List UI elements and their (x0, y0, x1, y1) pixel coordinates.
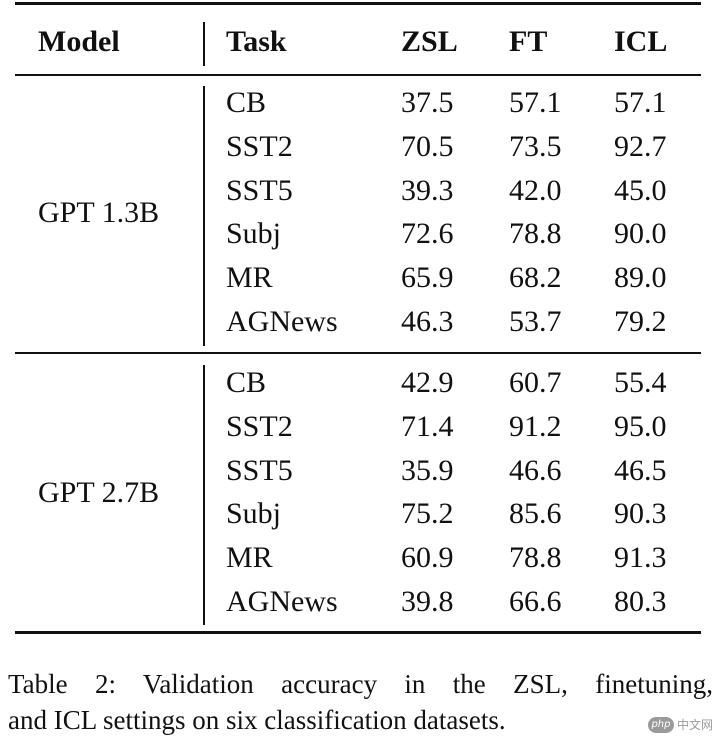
cell-task: AGNews (226, 305, 338, 338)
cell-zsl: 46.3 (401, 305, 454, 338)
cell-ft: 91.2 (509, 410, 562, 443)
cell-zsl: 75.2 (401, 497, 454, 530)
cell-ft: 73.5 (509, 130, 562, 163)
table-group-rule (15, 352, 701, 354)
cell-task: Subj (226, 217, 282, 250)
cell-ft: 78.8 (509, 217, 562, 250)
cell-ft: 78.8 (509, 541, 562, 574)
cell-ft: 46.6 (509, 454, 562, 487)
cell-task: AGNews (226, 585, 338, 618)
cell-zsl: 35.9 (401, 454, 454, 487)
cell-task: MR (226, 261, 273, 294)
table-header-rule (15, 74, 701, 76)
caption-line: and ICL settings on six classification d… (8, 705, 506, 735)
cell-ft: 42.0 (509, 174, 562, 207)
cell-task: SST5 (226, 454, 293, 487)
cell-ft: 85.6 (509, 497, 562, 530)
cell-zsl: 39.8 (401, 585, 454, 618)
watermark-text: 中文网 (676, 718, 713, 732)
php-logo-icon: php (647, 716, 674, 733)
cell-zsl: 39.3 (401, 174, 454, 207)
column-separator (203, 22, 205, 66)
cell-icl: 90.0 (614, 217, 667, 250)
cell-zsl: 72.6 (401, 217, 454, 250)
cell-task: CB (226, 86, 267, 119)
cell-task: Subj (226, 497, 282, 530)
cell-task: MR (226, 541, 273, 574)
cell-icl: 80.3 (614, 585, 667, 618)
cell-ft: 68.2 (509, 261, 562, 294)
cell-zsl: 65.9 (401, 261, 454, 294)
cell-task: SST2 (226, 130, 293, 163)
table-caption: Table 2: Validation accuracy in the ZSL,… (8, 666, 713, 738)
header-zsl: ZSL (401, 25, 458, 58)
column-separator (203, 365, 205, 625)
header-icl: ICL (614, 25, 668, 58)
cell-ft: 57.1 (509, 86, 562, 119)
cell-ft: 66.6 (509, 585, 562, 618)
table-bottom-rule (15, 631, 701, 634)
cell-task: SST5 (226, 174, 293, 207)
model-label: GPT 1.3B (38, 196, 160, 229)
cell-icl: 45.0 (614, 174, 667, 207)
header-ft: FT (509, 25, 548, 58)
cell-zsl: 60.9 (401, 541, 454, 574)
cell-icl: 55.4 (614, 366, 667, 399)
cell-icl: 91.3 (614, 541, 667, 574)
cell-ft: 53.7 (509, 305, 562, 338)
cell-zsl: 42.9 (401, 366, 454, 399)
cell-icl: 79.2 (614, 305, 667, 338)
header-task: Task (226, 25, 287, 58)
cell-zsl: 71.4 (401, 410, 454, 443)
cell-zsl: 70.5 (401, 130, 454, 163)
watermark: php 中文网 (647, 716, 713, 733)
cell-task: SST2 (226, 410, 293, 443)
cell-ft: 60.7 (509, 366, 562, 399)
cell-task: CB (226, 366, 267, 399)
header-model: Model (38, 25, 120, 58)
column-separator (203, 86, 205, 346)
cell-icl: 89.0 (614, 261, 667, 294)
table-top-rule (15, 2, 701, 5)
cell-icl: 95.0 (614, 410, 667, 443)
model-label: GPT 2.7B (38, 476, 160, 509)
cell-icl: 90.3 (614, 497, 667, 530)
caption-line: Table 2: Validation accuracy in the ZSL,… (8, 669, 713, 699)
cell-icl: 46.5 (614, 454, 667, 487)
cell-zsl: 37.5 (401, 86, 454, 119)
cell-icl: 92.7 (614, 130, 667, 163)
cell-icl: 57.1 (614, 86, 667, 119)
